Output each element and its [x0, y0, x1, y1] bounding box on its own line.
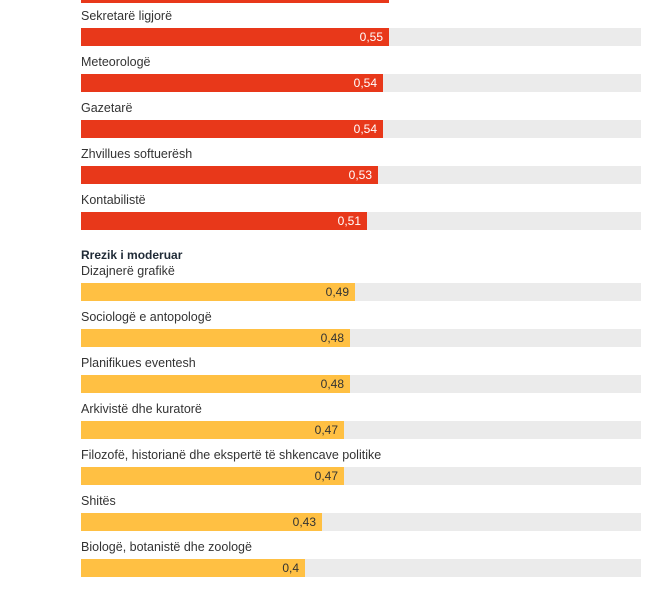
bar-value-label: 0,47	[314, 423, 338, 437]
bar-value-label: 0,48	[320, 377, 344, 391]
bar: 0,54	[81, 120, 383, 138]
bar: 0,48	[81, 375, 350, 393]
bar-value-label: 0,55	[359, 30, 383, 44]
bar-label: Planifikues eventesh	[81, 356, 196, 370]
bar: 0,47	[81, 421, 344, 439]
bar-track: 0,49	[81, 283, 641, 301]
bar: 0,55	[81, 28, 389, 46]
bar-track: 0,4	[81, 559, 641, 577]
bar-label: Kontabilistë	[81, 193, 146, 207]
bar-label: Meteorologë	[81, 55, 151, 69]
bar-track: 0,47	[81, 421, 641, 439]
bar: 0,49	[81, 283, 355, 301]
bar-value-label: 0,51	[337, 214, 361, 228]
bar-label: Filozofë, historianë dhe ekspertë të shk…	[81, 448, 382, 462]
bar-track: 0,51	[81, 212, 641, 230]
bar-track: 0,54	[81, 120, 641, 138]
bar-value-label: 0,54	[353, 76, 377, 90]
bar-value-label: 0,48	[320, 331, 344, 345]
bar-label: Dizajnerë grafikë	[81, 264, 175, 278]
bar: 0,43	[81, 513, 322, 531]
bar-track: 0,55	[81, 28, 641, 46]
bar-track: 0,48	[81, 375, 641, 393]
bar-track: 0,43	[81, 513, 641, 531]
bar-value-label: 0,53	[348, 168, 372, 182]
bar-track: 0,53	[81, 166, 641, 184]
bar-label: Zhvillues softuerësh	[81, 147, 193, 161]
bar-label: Arkivistë dhe kuratorë	[81, 402, 202, 416]
bar-value-label: 0,47	[314, 469, 338, 483]
bar-track: 0,47	[81, 467, 641, 485]
bar-label: Biologë, botanistë dhe zoologë	[81, 540, 252, 554]
bar: 0,48	[81, 329, 350, 347]
bar-value-label: 0,43	[292, 515, 316, 529]
bar-value-label: 0,4	[282, 561, 299, 575]
bar-label: Sekretarë ligjorë	[81, 9, 173, 23]
bar-value-label: 0,49	[325, 285, 349, 299]
bar: 0,51	[81, 212, 367, 230]
bar: 0,53	[81, 166, 378, 184]
bar: 0,4	[81, 559, 305, 577]
bar-label: Gazetarë	[81, 101, 133, 115]
bar-label: Shitës	[81, 494, 116, 508]
partial-bar-top	[81, 0, 389, 3]
bar: 0,47	[81, 467, 344, 485]
bar-label: Sociologë e antopologë	[81, 310, 212, 324]
bar-value-label: 0,54	[353, 122, 377, 136]
bar-track: 0,54	[81, 74, 641, 92]
bar: 0,54	[81, 74, 383, 92]
section-heading: Rrezik i moderuar	[81, 248, 183, 262]
bar-track: 0,48	[81, 329, 641, 347]
